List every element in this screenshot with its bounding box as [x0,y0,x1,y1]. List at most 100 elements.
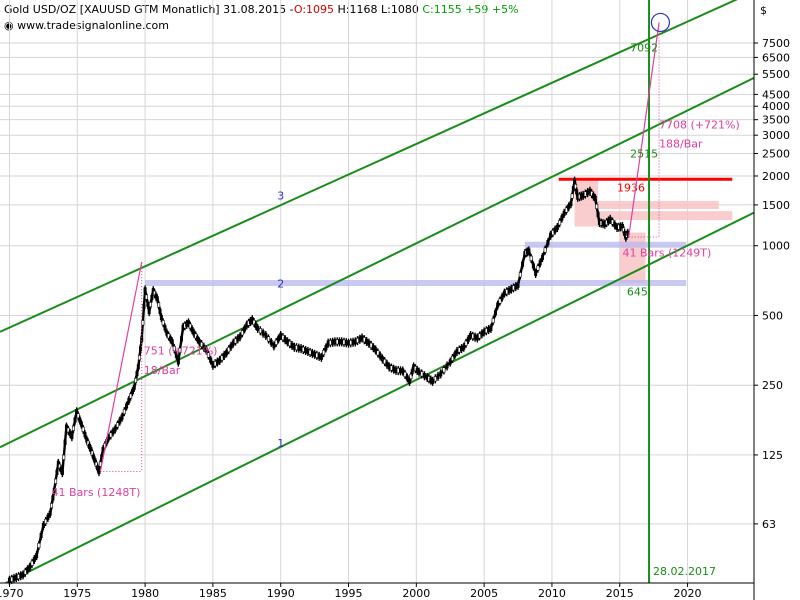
price-candle [258,328,262,334]
channel-label: 2 [277,278,284,291]
price-candle [111,429,115,435]
price-candle [62,454,66,460]
price-candle [380,356,384,362]
x-tick-label: 2010 [538,587,566,600]
price-candle [143,287,147,293]
price-candle [81,426,85,432]
y-tick-label: 7500 [762,37,790,50]
price-candle [224,350,228,356]
resistance-zone [598,200,719,210]
y-tick-label: 2500 [762,148,790,161]
y-tick-label: 4000 [762,100,790,113]
price-candle [35,552,39,559]
price-candle [464,340,468,346]
price-candle [261,330,265,336]
x-tick-label: 1970 [0,587,23,600]
price-candle [422,373,426,379]
x-tick-label: 2000 [402,587,430,600]
price-candle [433,376,437,382]
y-tick-label: 125 [762,449,783,462]
price-candle [374,347,378,353]
price-candle [272,343,276,349]
price-candle [79,421,83,427]
resistance-zone [619,232,646,284]
price-candle [417,369,421,375]
price-candle [48,510,52,516]
price-candle [445,363,449,369]
price-candle [44,518,48,524]
price-candle [238,334,242,340]
price-candle [163,325,167,331]
price-candle [538,260,542,266]
projection-bars-label: 41 Bars (1249T) [622,246,711,259]
price-candle [176,359,180,365]
price-candle [30,560,34,566]
price-candle [146,301,150,307]
close-value: C:1155 +59 +5% [422,3,519,16]
y-tick-label: 6500 [762,51,790,64]
price-candle [174,352,178,358]
channel-group [0,0,754,583]
price-candle [132,384,136,390]
x-tick-label: 2020 [674,587,702,600]
projection-target-label: 751 (+721%) [144,344,218,357]
price-candle [450,355,454,361]
price-candle [518,272,522,278]
price-candle [157,302,161,308]
y-tick-label: 3500 [762,114,790,127]
price-candle [50,503,54,509]
price-candle [122,409,126,415]
price-candle [137,355,141,361]
price-candle [37,542,41,549]
price-candle [109,432,113,438]
price-candle [553,227,557,233]
projection-bars-label: 41 Bars (1248T) [52,486,141,499]
price-candle [453,352,457,358]
price-candle [269,339,273,345]
price-candle [569,201,573,207]
price-candle [385,361,389,367]
price-candle [546,240,550,246]
price-candle [498,298,502,304]
x-tick-label: 1995 [335,587,363,600]
price-candle [431,378,435,384]
price-candle [243,326,247,332]
price-candle [178,347,182,353]
level-label: 1936 [617,181,645,194]
y-tick-label: 1500 [762,199,790,212]
price-candle [558,220,562,226]
price-candle [462,344,466,350]
price-candle [155,296,159,302]
price-candle [534,270,538,276]
projection-rate-label: 188/Bar [659,138,703,151]
channel-line [0,77,754,449]
price-candle [595,203,599,210]
price-candle [383,358,387,365]
price-candle [113,426,117,432]
price-candle [574,183,578,190]
price-candle [125,403,129,409]
price-candle [489,325,493,331]
price-candle [540,254,544,261]
price-candle [200,341,204,348]
price-bars [7,176,630,585]
price-candle [593,195,597,202]
price-candle [496,302,500,308]
price-candle [149,302,153,308]
price-candle [73,417,77,423]
price-candle [161,320,165,326]
instrument-title: Gold USD/OZ [XAUUSD GTM Monatlich] 31.08… [4,3,294,16]
price-candle [83,432,87,438]
price-candle [197,339,201,345]
x-tick-label: 2005 [470,587,498,600]
price-candle [264,332,268,339]
x-tick-label: 1975 [63,587,91,600]
price-candle [493,310,497,316]
price-candle [567,204,571,210]
price-candle [562,210,566,216]
price-candle [206,352,210,358]
projection-line [628,22,660,238]
price-candle [229,343,233,349]
projection-line [99,261,143,472]
